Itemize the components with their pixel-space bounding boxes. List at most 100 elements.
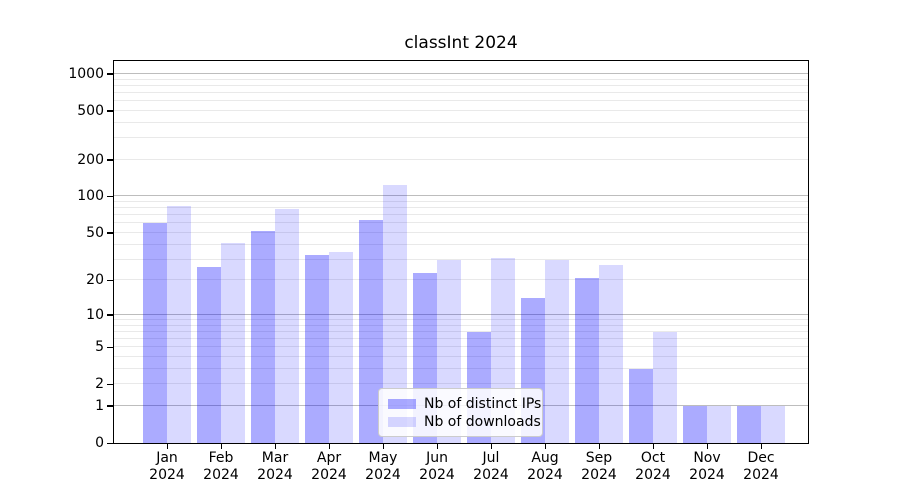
x-tick-mark [436,444,438,449]
bar-downloads-oct [653,331,677,443]
y-tick-mark [107,383,113,386]
y-tick-mark [107,195,113,198]
bar-ips-apr [305,254,329,443]
x-tick-mark [166,444,168,449]
legend-label-ips: Nb of distinct IPs [424,396,542,412]
gridline-minor [114,91,808,93]
y-tick-mark [107,73,113,75]
y-tick-mark [107,159,113,161]
plot-area [113,60,809,444]
x-tick-mark [220,444,222,449]
gridline-minor [114,367,808,369]
y-tick-mark [107,110,113,112]
bar-downloads-sep [599,265,623,443]
x-tick-label-dec: Dec 2024 [743,450,779,483]
gridline-minor [114,258,808,260]
x-tick-mark [760,444,762,449]
legend-row-downloads: Nb of downloads [388,413,541,431]
legend-swatch-ips [388,399,416,409]
y-tick-label-1000: 1000 [68,65,104,82]
y-tick-mark [107,232,113,234]
x-tick-label-aug: Aug 2024 [527,450,563,483]
y-tick-mark [107,314,113,316]
gridline-minor [114,231,808,233]
legend-label-downloads: Nb of downloads [424,414,541,430]
y-tick-mark [107,279,113,282]
legend: Nb of distinct IPs Nb of downloads [378,388,543,437]
chart-title: classInt 2024 [404,33,518,53]
y-tick-label-500: 500 [77,102,104,119]
gridline-minor [114,338,808,340]
x-tick-mark [652,444,654,449]
y-tick-mark [107,346,113,349]
bar-downloads-feb [221,243,245,443]
y-tick-label-0: 0 [95,435,104,451]
y-tick-mark [107,405,113,407]
bar-downloads-apr [329,251,353,443]
bar-ips-nov [683,405,707,443]
bar-downloads-nov [707,405,731,443]
bar-downloads-aug [545,259,569,443]
y-tick-label-2: 2 [95,376,104,393]
gridline-major [114,72,808,74]
x-tick-mark [490,444,492,449]
gridline-minor [114,207,808,209]
gridline-minor [114,158,808,160]
x-tick-mark [598,444,600,449]
y-tick-label-200: 200 [77,151,104,168]
y-tick-label-5: 5 [95,339,104,356]
x-tick-label-jul: Jul 2024 [473,450,509,483]
gridline-minor [114,100,808,102]
x-tick-label-may: May 2024 [365,450,401,483]
bar-downloads-dec [761,405,785,443]
x-tick-label-oct: Oct 2024 [635,450,671,483]
x-tick-label-feb: Feb 2024 [203,450,239,483]
gridline-minor [114,324,808,326]
x-tick-label-apr: Apr 2024 [311,450,347,483]
bar-ips-dec [737,405,761,443]
gridline-minor [114,222,808,224]
gridline-minor [114,330,808,332]
x-tick-label-nov: Nov 2024 [689,450,725,483]
gridline-minor [114,201,808,203]
gridline-minor [114,214,808,216]
y-tick-label-10: 10 [86,306,104,323]
bar-downloads-jan [167,205,191,443]
y-tick-label-1: 1 [95,397,104,414]
x-tick-label-mar: Mar 2024 [257,450,293,483]
legend-row-ips: Nb of distinct IPs [388,395,541,413]
x-tick-label-sep: Sep 2024 [581,450,617,483]
gridline-minor [114,121,808,123]
gridline-minor [114,319,808,320]
gridline-minor [114,346,808,348]
y-tick-label-100: 100 [77,188,104,205]
x-tick-mark [706,444,708,449]
x-tick-mark [382,444,384,449]
gridline-major [114,195,808,197]
y-tick-label-20: 20 [86,272,104,289]
gridline-minor [114,137,808,139]
x-tick-mark [544,444,546,449]
gridline-minor [114,78,808,80]
x-tick-label-jan: Jan 2024 [149,450,185,483]
bar-ips-jan [143,223,167,443]
bar-ips-sep [575,277,599,443]
gridline-major [114,313,808,315]
bar-downloads-mar [275,208,299,443]
bar-ips-feb [197,266,221,443]
gridline-minor [114,243,808,245]
gridline-minor [114,356,808,358]
legend-swatch-downloads [388,417,416,427]
bar-ips-mar [251,230,275,443]
gridline-minor [114,84,808,86]
x-tick-label-jun: Jun 2024 [419,450,455,483]
bar-ips-oct [629,368,653,443]
gridline-minor [114,383,808,385]
y-tick-mark [107,442,113,444]
gridline-minor [114,279,808,281]
gridline-minor [114,109,808,111]
x-tick-mark [274,444,276,449]
x-tick-mark [328,444,330,449]
y-tick-label-50: 50 [86,224,104,241]
